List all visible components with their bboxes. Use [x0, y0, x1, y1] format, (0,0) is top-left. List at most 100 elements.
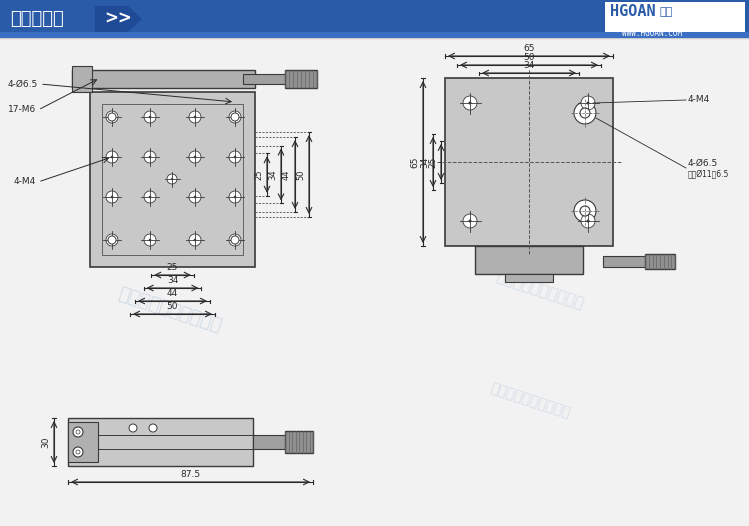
Circle shape	[574, 102, 596, 124]
Text: WWW.HGOAN.COM: WWW.HGOAN.COM	[622, 29, 682, 38]
Circle shape	[106, 191, 118, 203]
Text: 25: 25	[254, 169, 263, 180]
Circle shape	[149, 196, 151, 198]
Circle shape	[463, 214, 477, 228]
Text: 44: 44	[167, 289, 178, 298]
Circle shape	[106, 234, 118, 246]
Text: 34: 34	[420, 156, 429, 168]
Circle shape	[167, 174, 177, 184]
Text: 4-M4: 4-M4	[13, 177, 36, 187]
Circle shape	[149, 424, 157, 432]
Text: 北京衡工仪器有限公司: 北京衡工仪器有限公司	[488, 380, 572, 420]
Circle shape	[76, 450, 80, 454]
Bar	[475, 246, 583, 274]
Circle shape	[586, 102, 589, 104]
Circle shape	[194, 196, 196, 198]
Bar	[253, 435, 291, 449]
Circle shape	[171, 178, 173, 180]
Circle shape	[469, 220, 471, 222]
Bar	[0, 32, 749, 38]
Circle shape	[581, 214, 595, 228]
Circle shape	[463, 96, 477, 110]
Circle shape	[73, 427, 83, 437]
Text: 50: 50	[167, 302, 178, 311]
Text: 25: 25	[428, 156, 437, 168]
Circle shape	[76, 430, 80, 434]
Circle shape	[108, 113, 116, 121]
Bar	[603, 256, 653, 267]
Text: HGOAN: HGOAN	[610, 5, 655, 19]
Circle shape	[108, 236, 116, 244]
Bar	[68, 418, 253, 466]
Text: 87.5: 87.5	[181, 470, 201, 479]
Bar	[90, 92, 255, 267]
Text: 50: 50	[524, 53, 535, 62]
Text: 50: 50	[296, 169, 305, 180]
Text: 44: 44	[282, 169, 291, 180]
Circle shape	[129, 424, 137, 432]
Bar	[645, 254, 675, 269]
Circle shape	[234, 116, 236, 118]
Text: 34: 34	[524, 61, 535, 70]
Circle shape	[149, 239, 151, 241]
Bar	[102, 104, 243, 255]
Bar	[72, 70, 255, 88]
Text: 30: 30	[41, 436, 50, 448]
Circle shape	[144, 111, 156, 123]
Circle shape	[144, 234, 156, 246]
Bar	[72, 66, 92, 92]
Text: 北京衡工仪器有限公司: 北京衡工仪器有限公司	[494, 269, 586, 311]
Text: 34: 34	[167, 276, 178, 285]
Circle shape	[194, 239, 196, 241]
Bar	[605, 2, 745, 32]
Circle shape	[111, 116, 113, 118]
Circle shape	[229, 191, 241, 203]
Text: >>: >>	[104, 10, 132, 28]
Circle shape	[149, 156, 151, 158]
Circle shape	[234, 156, 236, 158]
Circle shape	[234, 239, 236, 241]
Text: 25: 25	[167, 263, 178, 272]
Bar	[0, 0, 749, 38]
Circle shape	[229, 111, 241, 123]
Circle shape	[106, 111, 118, 123]
Circle shape	[231, 113, 239, 121]
Circle shape	[586, 220, 589, 222]
Text: 4-M4: 4-M4	[688, 96, 710, 105]
Circle shape	[111, 156, 113, 158]
Bar	[68, 422, 98, 462]
Text: 沉孔Ø11深6.5: 沉孔Ø11深6.5	[688, 169, 730, 178]
Bar	[285, 70, 317, 88]
Circle shape	[189, 111, 201, 123]
Text: 北京衡工仪器有限公司: 北京衡工仪器有限公司	[116, 285, 224, 335]
Bar	[505, 274, 553, 282]
Circle shape	[229, 151, 241, 163]
Circle shape	[574, 200, 596, 222]
Text: 衡工: 衡工	[660, 7, 673, 17]
Circle shape	[111, 239, 113, 241]
Circle shape	[189, 191, 201, 203]
Circle shape	[581, 96, 595, 110]
Circle shape	[106, 151, 118, 163]
Text: 17-M6: 17-M6	[7, 106, 36, 115]
Circle shape	[229, 234, 241, 246]
Text: 65: 65	[524, 44, 535, 53]
Circle shape	[149, 116, 151, 118]
Circle shape	[234, 196, 236, 198]
Polygon shape	[95, 6, 142, 32]
Circle shape	[189, 234, 201, 246]
Text: 4-Ø6.5: 4-Ø6.5	[688, 158, 718, 167]
Circle shape	[189, 151, 201, 163]
Bar	[445, 78, 613, 246]
Circle shape	[194, 116, 196, 118]
Circle shape	[580, 108, 590, 118]
Text: 65: 65	[410, 156, 419, 168]
Text: 4-Ø6.5: 4-Ø6.5	[7, 79, 38, 88]
Circle shape	[469, 102, 471, 104]
Text: 北京衡工仪器有限公司: 北京衡工仪器有限公司	[490, 166, 590, 214]
Circle shape	[580, 206, 590, 216]
Circle shape	[144, 151, 156, 163]
Bar	[285, 431, 313, 452]
Circle shape	[194, 156, 196, 158]
Circle shape	[231, 236, 239, 244]
